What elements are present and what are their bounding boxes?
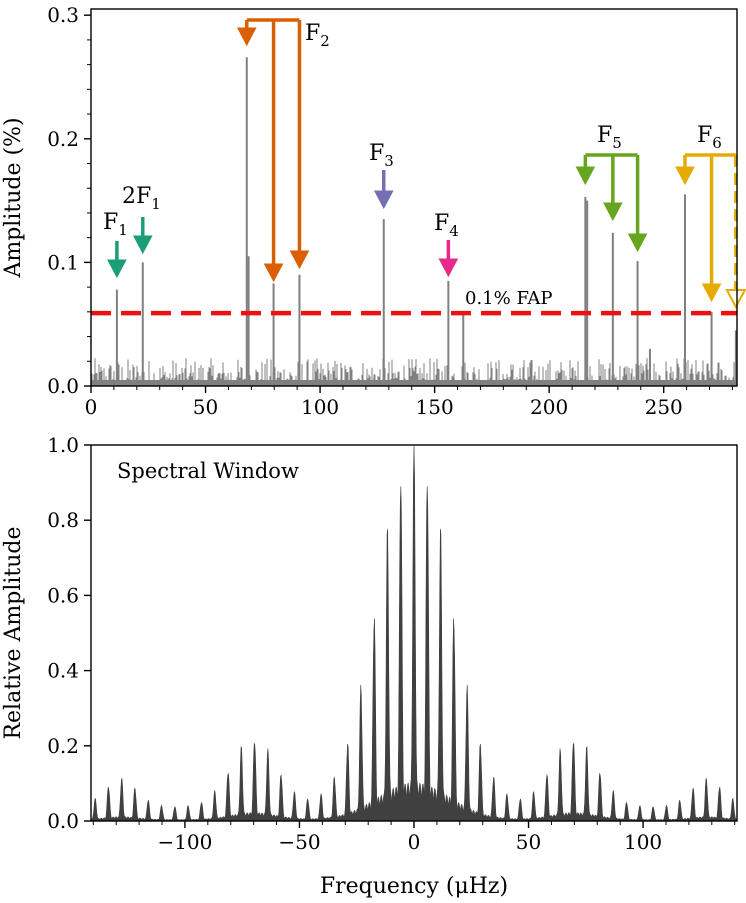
annotation-arrow-2-2 (289, 250, 310, 270)
x-tick-label: 100 (301, 395, 339, 419)
y-tick-label: 0.8 (47, 508, 79, 532)
x-axis-label: Frequency (μHz) (320, 874, 508, 899)
y-tick-label: 0.4 (47, 659, 79, 683)
spectral-window-title: Spectral Window (117, 459, 299, 483)
periodogram-frame (90, 8, 738, 387)
x-tick-label: −100 (157, 830, 212, 854)
annotation-arrow-1 (132, 235, 153, 255)
periodogram-y-ticks: 0.0 0.1 0.2 0.3 (47, 3, 91, 398)
x-tick-label: 0 (85, 395, 98, 419)
annotation-arrow-6-1 (701, 283, 722, 303)
x-tick-label: 50 (516, 830, 541, 854)
annotation-label-2: F2 (305, 21, 330, 50)
fap-threshold-label: 0.1% FAP (465, 288, 553, 309)
spectral-window-area (90, 444, 738, 822)
annotation-arrow-5-1 (603, 202, 623, 222)
annotation-label-5: F5 (597, 123, 622, 152)
annotation-label-3: F3 (369, 141, 394, 170)
y-tick-label: 0.0 (47, 374, 79, 398)
periodogram-peaks (115, 57, 737, 386)
annotation-label-6: F6 (697, 123, 722, 152)
spectral-window-y-axis-label: Relative Amplitude (1, 526, 26, 739)
x-tick-label: 200 (530, 395, 568, 419)
x-tick-label: 250 (645, 395, 683, 419)
periodogram-x-ticks: 0 50 100 150 200 250 (85, 386, 733, 419)
y-tick-label: 0.3 (47, 3, 79, 27)
annotation-arrow-3 (373, 190, 394, 210)
x-tick-label: 0 (408, 830, 421, 854)
annotation-label-1: 2F1 (122, 184, 161, 213)
annotation-arrow-2-0 (236, 27, 257, 47)
periodogram-y-axis-label: Amplitude (%) (1, 117, 26, 278)
x-tick-label: 150 (416, 395, 454, 419)
spectral-window-x-ticks: −100 −50 0 50 100 (92, 821, 736, 854)
annotation-arrow-2-1 (263, 263, 284, 283)
annotation-label-0: F1 (103, 210, 128, 239)
x-tick-label: −50 (278, 830, 320, 854)
x-tick-label: 100 (624, 830, 662, 854)
y-tick-label: 0.2 (47, 734, 79, 758)
annotation-arrow-6-2 (725, 289, 746, 310)
annotation-arrow-0 (107, 259, 127, 279)
y-tick-label: 0.0 (47, 809, 79, 833)
x-tick-label: 50 (193, 395, 218, 419)
spectral-window-panel: −100 −50 0 50 100 0.0 0.2 0.4 0.6 0.8 1.0 Spectra… (1, 433, 738, 899)
annotation-arrow-4 (438, 258, 459, 278)
y-tick-label: 1.0 (47, 433, 79, 457)
annotation-label-4: F4 (434, 211, 459, 240)
y-tick-label: 0.6 (47, 583, 79, 607)
annotation-arrow-5-0 (575, 166, 596, 186)
y-tick-label: 0.2 (47, 127, 79, 151)
annotation-arrow-6-0 (675, 166, 695, 186)
periodogram-noise (91, 358, 737, 386)
spectral-window-y-ticks: 0.0 0.2 0.4 0.6 0.8 1.0 (47, 433, 91, 833)
y-tick-label: 0.1 (47, 250, 79, 274)
annotation-arrow-5-2 (627, 233, 648, 253)
noise-floor (91, 380, 737, 386)
